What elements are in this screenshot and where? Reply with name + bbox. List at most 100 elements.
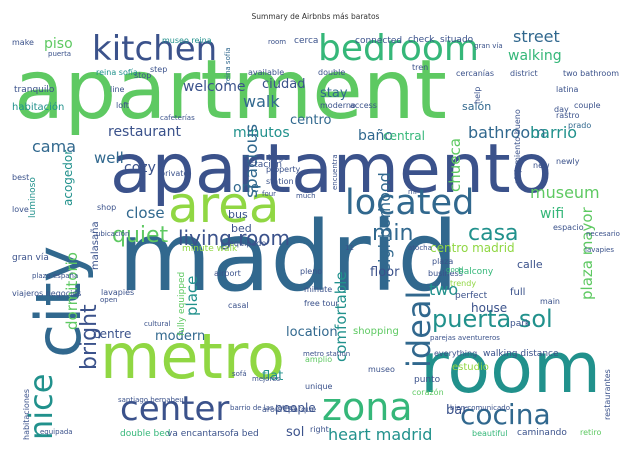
cloud-word: madrid (118, 201, 458, 313)
cloud-word: city (22, 246, 95, 358)
cloud-word: retiro (580, 428, 602, 437)
cloud-word: espacio (553, 223, 584, 232)
cloud-word: tranquilo (14, 85, 55, 95)
cloud-word: trendy (450, 279, 476, 288)
cloud-word: good (446, 266, 463, 274)
cloud-word: sofa bed (220, 429, 259, 439)
cloud-word: room (420, 327, 601, 409)
cloud-word: gran vía (12, 253, 49, 263)
cloud-word: step (150, 65, 167, 74)
cloud-word: house (471, 301, 507, 315)
cloud-word: reina sofía (96, 68, 138, 77)
cloud-word: pleno (300, 267, 322, 276)
cloud-word: santiago bernabeu (118, 396, 184, 404)
cloud-word: calle (517, 258, 543, 271)
cloud-word: main (540, 297, 560, 306)
cloud-word: ideal (400, 291, 438, 368)
cloud-word: right (310, 425, 329, 434)
cloud-word: baño (358, 128, 393, 144)
cloud-word: malasaña (90, 221, 101, 270)
cloud-word: piso (44, 36, 73, 52)
cloud-word: luminoso (28, 177, 38, 218)
cloud-word: minutos (233, 125, 290, 141)
cloud-word: kitchen (92, 29, 217, 69)
cloud-word: four (262, 190, 276, 198)
cloud-word: newly (556, 157, 580, 166)
cloud-word: museo reina (162, 36, 212, 45)
cloud-word: best (12, 173, 29, 182)
cloud-word: lavapiés (101, 287, 134, 297)
cloud-word: metro (100, 320, 285, 393)
cloud-word: plaza (432, 257, 453, 266)
cloud-word: cerca (294, 36, 318, 46)
cloud-word: full (510, 287, 525, 298)
cloud-word: people (275, 401, 316, 415)
cloud-word: equipada (40, 428, 73, 436)
cloud-word: bus (228, 208, 248, 221)
cloud-word: rastro (556, 111, 580, 120)
cloud-word: living room (178, 226, 290, 250)
cloud-word: encuentra (331, 154, 339, 190)
cloud-word: comfortable (332, 271, 350, 362)
cloud-word: mi (408, 188, 417, 196)
cloud-word: barrio de las letras (230, 404, 296, 412)
cloud-word: fully equipped (177, 272, 187, 336)
cloud-word: available (248, 68, 284, 77)
cloud-word: equipado (229, 239, 266, 248)
cloud-word: plaza mayor (578, 206, 596, 300)
cloud-word: stop (134, 71, 151, 80)
cloud-word: shop (97, 203, 116, 212)
cloud-word: double (318, 68, 345, 77)
cloud-word: central (383, 129, 425, 143)
cloud-word: walking distance (483, 349, 559, 359)
cloud-word: barrio (530, 123, 577, 142)
cloud-word: va encantar (167, 429, 221, 439)
cloud-word: situado (440, 35, 474, 45)
cloud-word: one (233, 180, 259, 196)
cloud-word: line (110, 85, 125, 94)
cloud-word: plaza españa (32, 272, 78, 280)
cloud-word: habitación (12, 101, 64, 113)
cloud-word: apartment (14, 43, 447, 138)
cloud-word: perfect (455, 291, 488, 301)
cloud-word: place (183, 276, 201, 316)
cloud-word: dormitorio (63, 252, 81, 330)
cloud-word: everything (434, 349, 477, 358)
cloud-word: close (126, 204, 165, 222)
cloud-word: moderno (320, 101, 356, 110)
cloud-word: day (554, 105, 569, 114)
cloud-word: airport (214, 269, 241, 278)
cloud-word: make (12, 38, 34, 47)
cloud-word: habitaciones (22, 389, 31, 440)
cloud-word: cultural (144, 320, 171, 328)
cloud-word: neighborhood (375, 172, 394, 283)
cloud-word: restaurant (108, 124, 182, 140)
cloud-word: love (12, 205, 29, 214)
cloud-word: caminando (517, 428, 567, 438)
cloud-word: check (408, 35, 435, 45)
cloud-word: mejores (252, 375, 280, 383)
cloud-word: tren (412, 63, 428, 72)
cloud-word: property (266, 165, 301, 174)
cloud-word: atocha (408, 244, 432, 252)
cloud-word: reina sofía (224, 47, 232, 84)
cloud-word: stay (320, 86, 348, 101)
figure-title: Summary de Airbnbs más baratos (251, 12, 380, 21)
cloud-word: well (94, 149, 124, 167)
cloud-word: two bathroom (563, 69, 619, 78)
cloud-word: located (345, 183, 474, 223)
cloud-word: cozy (124, 160, 156, 176)
cloud-word: casa (468, 221, 519, 246)
cloud-word: balcony (458, 267, 494, 277)
cloud-word: connected (355, 36, 402, 46)
cloud-word: business (428, 269, 463, 278)
cloud-word: loft (116, 101, 129, 110)
cloud-word: two (429, 280, 458, 299)
cloud-word: ubicación (96, 230, 129, 238)
cloud-word: area (168, 176, 280, 234)
cloud-word: quiet (112, 223, 169, 248)
cloud-word: museum (530, 183, 600, 202)
cloud-word: bright (77, 304, 102, 370)
